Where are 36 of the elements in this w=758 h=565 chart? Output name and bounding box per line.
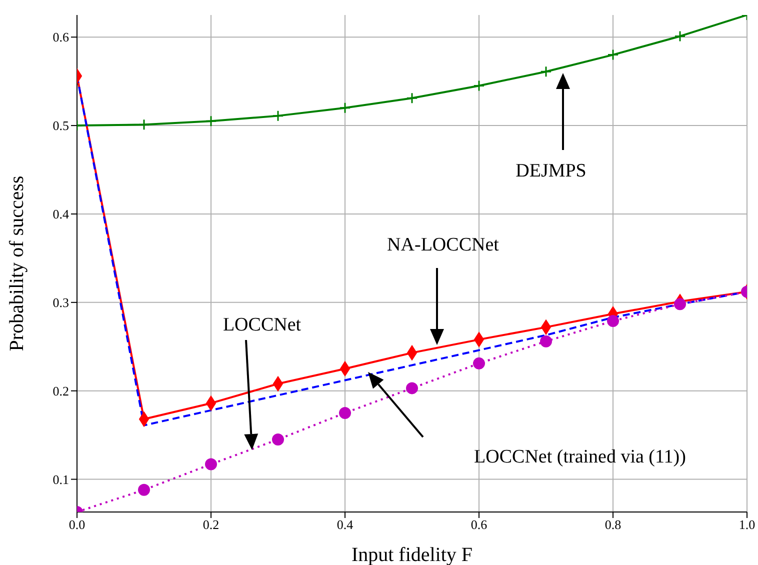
point: [607, 314, 619, 327]
x-tick-label: 0.2: [202, 517, 220, 532]
point: [540, 66, 552, 78]
point: [138, 118, 150, 130]
point: [674, 298, 686, 310]
point: [272, 433, 284, 446]
point: [540, 335, 552, 348]
point: [473, 80, 485, 92]
point: [406, 92, 418, 104]
y-tick-label: 0.6: [52, 30, 70, 45]
point: [272, 110, 284, 122]
x-tick-label: 0.6: [470, 517, 488, 532]
y-tick-label: 0.3: [52, 295, 69, 310]
point: [406, 382, 418, 394]
y-tick-label: 0.2: [52, 383, 69, 398]
x-tick-label: 0.4: [336, 517, 354, 532]
x-tick-label: 0.8: [604, 517, 622, 532]
annotation: LOCCNet (trained via (11)): [474, 446, 686, 468]
point: [138, 484, 150, 496]
point: [205, 115, 217, 127]
y-tick-label: 0.1: [52, 472, 69, 487]
point: [339, 406, 351, 419]
x-tick-label: 1.0: [738, 517, 756, 532]
point: [339, 102, 351, 114]
point: [674, 30, 686, 42]
x-axis-title: Input fidelity F: [351, 544, 473, 565]
point: [607, 49, 619, 61]
point: [205, 458, 217, 470]
annotation: DEJMPS: [516, 160, 586, 182]
annotation: LOCCNet: [222, 314, 302, 336]
point: [473, 357, 485, 370]
y-tick-label: 0.4: [52, 206, 70, 222]
y-axis-title: Probability of success: [6, 176, 28, 352]
y-tick-label: 0.5: [52, 118, 69, 134]
x-tick-label: 0.0: [68, 517, 86, 532]
annotation: NA-LOCCNet: [387, 234, 500, 256]
